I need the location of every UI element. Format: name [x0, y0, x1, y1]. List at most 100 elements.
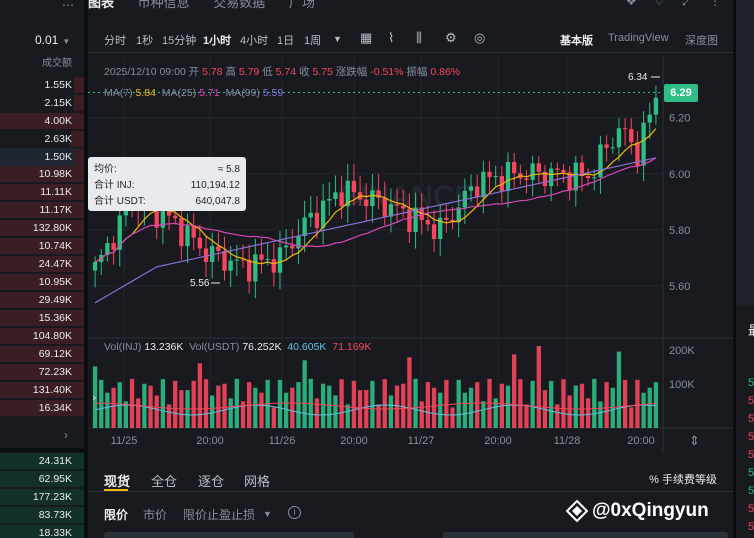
ask-row[interactable]: 2.63K — [0, 130, 84, 148]
interval-4h[interactable]: 4小时 — [240, 35, 269, 47]
vol-ma2-value: 71.169K — [332, 341, 372, 353]
tab-spot[interactable]: 现货 — [104, 474, 131, 489]
ask-row[interactable]: 104.80K — [0, 327, 84, 345]
candlestick-chart[interactable]: BINANCE 6.20 6.00 5.80 5.60 200K 100K 11/25 20:0… — [88, 56, 733, 454]
candle-type-icon[interactable]: ⫼ — [416, 30, 422, 45]
ohlc-change-label: 涨跌幅 — [335, 66, 368, 78]
candle-body — [431, 224, 437, 239]
menu-icon[interactable]: ⋮ — [709, 0, 721, 8]
expand-icon[interactable]: ⤢ — [682, 0, 692, 8]
bid-row[interactable]: 62.95K — [0, 470, 84, 488]
sell-price-input[interactable] — [443, 532, 728, 538]
precision-selector[interactable]: 0.01 ▼ — [35, 33, 70, 47]
interval-15m[interactable]: 15分钟 — [162, 35, 197, 47]
volume-bar — [413, 378, 418, 428]
ohlc-open: 5.78 — [202, 66, 223, 78]
volume-bar — [136, 398, 141, 428]
ask-row[interactable]: 132.80K — [0, 219, 84, 237]
price-input[interactable] — [104, 532, 354, 538]
caret-down-icon[interactable]: ▼ — [263, 509, 272, 519]
volume-bar — [616, 351, 622, 428]
line-chart-icon[interactable]: ⌇ — [388, 30, 395, 45]
tab-cross[interactable]: 全仓 — [151, 474, 178, 489]
volume-bar — [622, 379, 628, 428]
view-basic[interactable]: 基本版 — [560, 35, 593, 47]
indicator-icon[interactable]: ⚙ — [445, 30, 457, 45]
candle-body — [481, 171, 486, 198]
bid-row[interactable]: 177.23K — [0, 488, 84, 506]
ask-row[interactable]: 11.17K — [0, 201, 84, 219]
ask-row[interactable]: 1.55K — [0, 76, 84, 94]
tab-chart[interactable]: 图表 — [88, 0, 115, 10]
volume-bar — [419, 401, 424, 428]
candle-body — [376, 190, 381, 198]
ask-row[interactable]: 29.49K — [0, 291, 84, 309]
view-depth[interactable]: 深度图 — [685, 35, 718, 47]
interval-1h[interactable]: 1小时 — [203, 35, 232, 47]
ask-row[interactable]: 24.47K — [0, 255, 84, 273]
volume-bar — [216, 385, 221, 428]
ask-row[interactable]: 72.23K — [0, 363, 84, 381]
interval-line[interactable]: 分时 — [104, 35, 126, 47]
target-icon[interactable]: ◎ — [474, 30, 486, 45]
tab-trading-data[interactable]: 交易数据 — [213, 0, 266, 10]
scale-icon[interactable]: ⇕ — [689, 434, 700, 449]
depth-bar — [0, 346, 84, 362]
ohlc-date: 2025/12/10 09:00 — [104, 66, 186, 78]
candle-body — [407, 208, 412, 232]
ohlc-amp: 0.86% — [430, 66, 461, 78]
volume-bar — [425, 382, 431, 428]
ask-row[interactable]: 2.15K — [0, 94, 84, 112]
watermark-text: @0xQingyun — [592, 500, 709, 522]
tab-isolated[interactable]: 逐仓 — [198, 474, 225, 489]
ask-row[interactable]: 10.98K — [0, 165, 84, 183]
tab-coin-info[interactable]: 币种信息 — [137, 0, 190, 10]
order-book-value: 29.49K — [38, 294, 72, 306]
tab-grid[interactable]: 网格 — [244, 474, 271, 489]
depth-bar — [0, 507, 84, 523]
volume-bar — [203, 379, 209, 428]
ask-row[interactable]: 16.34K — [0, 399, 84, 417]
chevron-right-icon[interactable]: › — [64, 428, 68, 442]
order-type-limit[interactable]: 限价 — [104, 508, 129, 522]
fee-level-link[interactable]: % 手续费等级 — [649, 471, 717, 487]
candle-body — [234, 259, 239, 261]
ask-row[interactable]: 15.36K — [0, 309, 84, 327]
divider — [0, 448, 84, 452]
volume-bar — [481, 401, 486, 428]
volume-bar — [530, 380, 535, 428]
ask-row[interactable]: 10.95K — [0, 273, 84, 291]
order-type-market[interactable]: 市价 — [143, 508, 168, 522]
ma7-label: MA(7) — [104, 87, 133, 99]
more-intervals-icon[interactable]: ▼ — [333, 34, 342, 44]
volume-bar — [111, 387, 116, 428]
ask-row[interactable]: 11.11K — [0, 183, 84, 201]
bid-row[interactable]: 24.31K — [0, 452, 84, 470]
bell-icon[interactable]: ♢ — [653, 0, 665, 8]
interval-1d[interactable]: 1日 — [277, 35, 295, 47]
view-tradingview[interactable]: TradingView — [608, 32, 669, 44]
candle-body — [438, 217, 443, 239]
bid-row[interactable]: 18.33K — [0, 524, 84, 538]
more-options-icon[interactable]: ⋯ — [62, 0, 74, 12]
interval-1w[interactable]: 1周 — [304, 35, 322, 47]
info-icon[interactable]: i — [288, 506, 301, 519]
candle-body — [487, 171, 492, 178]
interval-1s[interactable]: 1秒 — [136, 35, 154, 47]
volume-bar — [364, 390, 369, 428]
ask-row[interactable]: 10.74K — [0, 237, 84, 255]
tooltip-avg-label: 均价: — [94, 164, 117, 175]
bid-row[interactable]: 83.73K — [0, 506, 84, 524]
candle-body — [567, 172, 572, 191]
settings-icon[interactable]: ❖ — [625, 0, 637, 8]
ask-row[interactable]: 131.40K — [0, 381, 84, 399]
volume-bar — [327, 385, 332, 428]
order-type-stop-limit[interactable]: 限价止盈止损 — [183, 508, 256, 522]
ask-row[interactable]: 1.50K — [0, 148, 84, 166]
ask-row[interactable]: 69.12K — [0, 345, 84, 363]
ask-row[interactable]: 4.00K — [0, 112, 84, 130]
volume-scroll-left-icon[interactable]: › — [92, 391, 96, 404]
calendar-icon[interactable]: ▦ — [360, 30, 373, 45]
tab-square[interactable]: 广场 — [288, 0, 315, 10]
